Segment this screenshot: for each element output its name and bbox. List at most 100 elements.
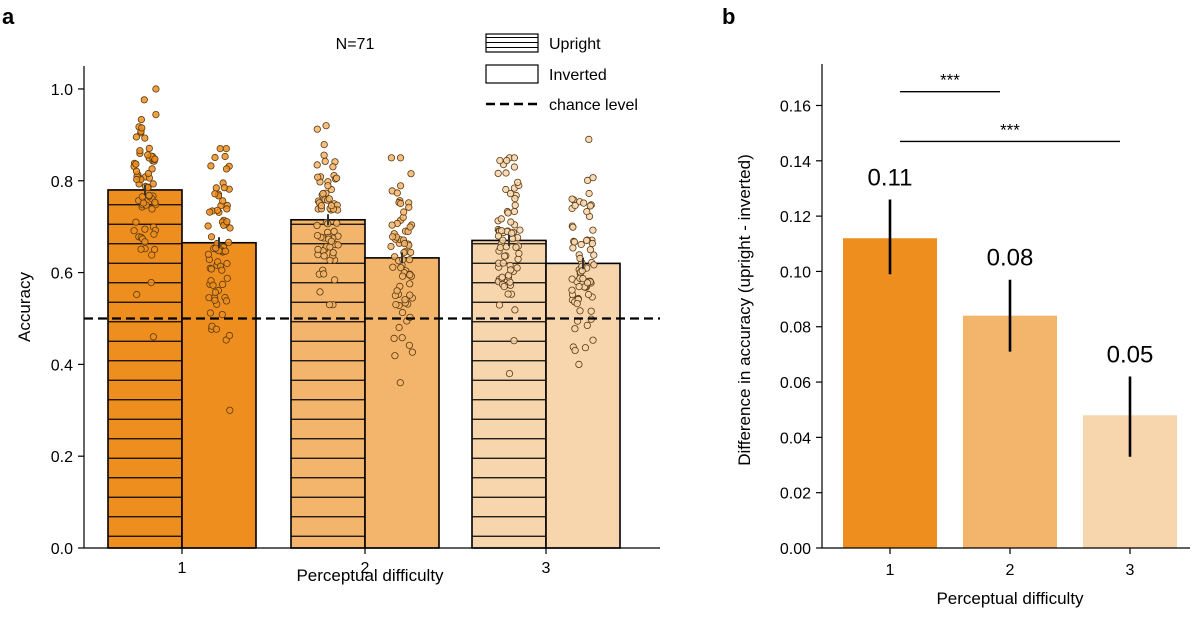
- data-point: [320, 151, 328, 159]
- data-point: [314, 173, 322, 181]
- data-point: [503, 156, 511, 165]
- data-point: [130, 227, 138, 235]
- data-point: [575, 282, 583, 291]
- data-point: [211, 190, 219, 198]
- data-point: [152, 111, 160, 119]
- data-point: [221, 152, 229, 161]
- data-point: [498, 273, 506, 281]
- data-point: [132, 133, 140, 141]
- panel-b-y-ticks: 0.00 0.02 0.04 0.06 0.08 0.10 0.12 0.14 0.16: [780, 98, 822, 558]
- data-point: [223, 218, 231, 226]
- data-point: [500, 252, 509, 260]
- data-point: [329, 163, 337, 171]
- data-point: [570, 238, 579, 246]
- data-point: [330, 276, 339, 284]
- data-point: [320, 141, 328, 149]
- legend-upright-label: Upright: [549, 36, 601, 53]
- data-point: [582, 236, 591, 245]
- bar-hatch-2: [291, 219, 365, 548]
- data-point: [401, 296, 409, 304]
- y-tick-label: 0.12: [780, 209, 811, 226]
- data-point: [400, 208, 408, 216]
- data-point: [581, 344, 590, 352]
- data-point: [504, 209, 512, 217]
- data-point: [212, 184, 220, 192]
- data-point: [320, 270, 328, 278]
- data-point: [211, 288, 219, 296]
- data-point: [132, 218, 140, 226]
- data-point: [330, 227, 338, 235]
- data-point: [223, 274, 231, 282]
- y-tick-label: 0.8: [51, 174, 73, 191]
- data-point: [516, 226, 524, 234]
- data-point: [141, 238, 149, 246]
- data-point: [586, 246, 595, 254]
- data-point: [588, 239, 597, 248]
- data-point: [327, 202, 336, 210]
- data-point: [568, 286, 576, 294]
- data-point: [321, 157, 329, 165]
- panel-a-bars: [107, 189, 621, 549]
- y-tick-label: 0.04: [780, 430, 811, 447]
- data-point: [398, 272, 407, 280]
- data-point: [513, 264, 521, 272]
- data-point: [133, 175, 141, 184]
- x-tick-label: 3: [1126, 562, 1135, 579]
- data-point: [144, 151, 152, 159]
- data-point: [216, 145, 224, 153]
- data-point: [387, 242, 395, 251]
- data-point: [204, 250, 212, 258]
- data-point: [222, 165, 231, 173]
- data-point: [498, 227, 506, 235]
- data-point: [393, 189, 401, 197]
- data-point: [579, 274, 587, 283]
- data-point: [583, 208, 591, 216]
- data-point: [405, 203, 413, 211]
- data-point: [393, 287, 401, 295]
- data-point: [571, 201, 579, 210]
- data-point: [568, 275, 576, 283]
- data-point: [589, 336, 597, 344]
- data-point: [388, 233, 397, 241]
- sample-size-annotation: N=71: [336, 36, 375, 53]
- panel-b-letter: b: [722, 4, 735, 29]
- data-point: [334, 241, 342, 249]
- data-point: [204, 222, 212, 230]
- data-point: [408, 348, 416, 356]
- data-point: [149, 180, 157, 188]
- data-point: [576, 307, 584, 315]
- panel-b-error-bars: [888, 199, 1132, 457]
- data-point: [388, 221, 396, 229]
- y-tick-label: 0.0: [51, 541, 73, 558]
- data-point: [324, 182, 332, 190]
- data-point: [586, 202, 594, 210]
- diff-bar-2: [963, 315, 1057, 548]
- data-point: [326, 256, 334, 264]
- data-point: [206, 309, 214, 317]
- panel-b-bars: [843, 238, 1177, 549]
- diff-bar-1: [843, 238, 937, 549]
- data-point: [145, 144, 153, 152]
- data-point: [147, 278, 155, 287]
- data-point: [144, 169, 152, 178]
- data-point: [313, 221, 321, 229]
- data-point: [333, 219, 341, 227]
- data-point: [575, 360, 583, 368]
- data-point: [390, 334, 398, 342]
- data-point: [395, 323, 403, 332]
- y-tick-label: 0.10: [780, 264, 811, 281]
- data-point: [584, 290, 593, 299]
- data-point: [510, 163, 519, 171]
- data-point: [494, 169, 502, 177]
- data-point: [137, 245, 145, 253]
- y-tick-label: 0.14: [780, 154, 811, 171]
- data-point: [502, 169, 510, 177]
- data-point: [571, 346, 579, 354]
- data-point: [496, 157, 504, 165]
- data-point: [569, 244, 577, 252]
- panel-b-x-label: Perceptual difficulty: [936, 589, 1084, 608]
- data-point: [389, 263, 397, 271]
- data-point: [511, 306, 519, 314]
- data-point: [589, 226, 597, 234]
- data-point: [391, 352, 399, 360]
